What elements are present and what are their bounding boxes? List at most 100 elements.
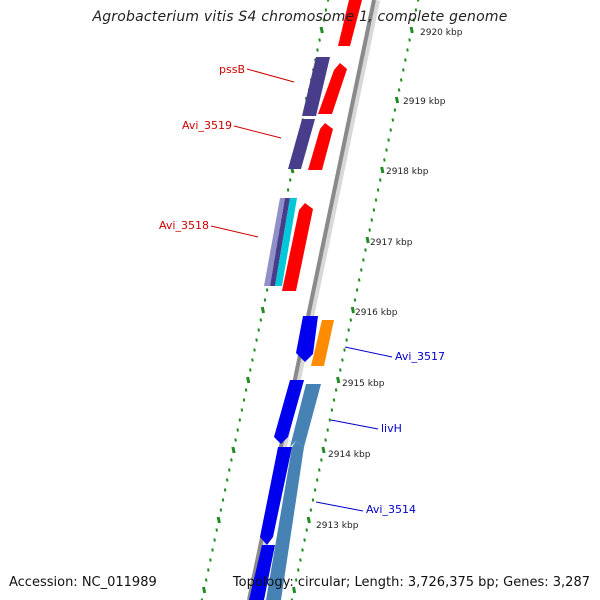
rail-tick-right <box>397 88 401 92</box>
rail-tick-right <box>385 148 388 152</box>
gene-red-top <box>338 0 362 46</box>
gene-blue-1 <box>274 380 304 444</box>
scale-label: 2917 kbp <box>370 238 413 248</box>
rail-tick-right <box>383 158 386 162</box>
rail-tick-left <box>213 538 216 542</box>
leader-avi3514 <box>315 501 364 512</box>
rail-tick-right <box>303 538 306 542</box>
rail-tick-right <box>416 0 420 2</box>
rail-tick-left <box>322 18 326 22</box>
rail-tick-right <box>376 188 380 192</box>
rail-tick-right <box>345 338 348 342</box>
gene-features <box>249 0 362 600</box>
gene-avi3518-lavender <box>264 198 285 286</box>
rail-tick-right <box>412 18 416 22</box>
rail-tick-right <box>301 548 304 552</box>
rail-tick-right <box>360 268 363 272</box>
rail-tick-right <box>355 288 359 292</box>
gene-label-livH: livH <box>381 422 402 435</box>
accession-text: Accession: NC_011989 <box>9 575 157 590</box>
rail-tick-left <box>286 188 290 192</box>
rail-tick-left <box>249 368 252 372</box>
rail-tick-right <box>404 58 407 62</box>
rail-tick-left <box>230 458 233 462</box>
rail-tick-left <box>251 358 254 362</box>
gene-avi3518-cyan <box>275 198 297 286</box>
rail-tick-right <box>336 376 341 384</box>
rail-tick-right <box>311 498 315 502</box>
rail-tick-right <box>399 78 403 82</box>
gene-avi3514 <box>266 441 304 600</box>
rail-tick-left <box>215 528 218 532</box>
rail-tick-left <box>316 48 319 52</box>
rail-tick-right <box>326 428 329 432</box>
gene-label-group: pssB Avi_3519 Avi_3518 Avi_3517 livH Avi… <box>159 63 445 516</box>
genome-summary-text: Topology: circular; Length: 3,726,375 bp… <box>232 575 590 590</box>
rail-tick-right <box>339 368 342 372</box>
rail-tick-right <box>347 328 350 332</box>
rail-tick-left <box>244 388 248 392</box>
rail-tick-right <box>321 446 326 454</box>
rail-tick-right <box>378 178 382 182</box>
rail-tick-right <box>309 508 313 512</box>
rail-tick-left <box>223 488 227 492</box>
rail-tick-left <box>209 558 212 562</box>
gene-blue-3 <box>249 545 275 600</box>
label-leaders <box>210 68 393 512</box>
rail-tick-left <box>216 516 221 524</box>
rail-tick-left <box>318 38 321 42</box>
gene-avi3517-blue <box>296 316 318 362</box>
rail-tick-right <box>334 388 338 392</box>
map-title: Agrobacterium vitis S4 chromosome 1, com… <box>92 9 508 25</box>
scale-label-group: 2920 kbp 2919 kbp 2918 kbp 2917 kbp 2916… <box>316 28 463 531</box>
rail-tick-right <box>297 568 300 572</box>
rail-tick-left <box>236 428 239 432</box>
rail-tick-left <box>207 568 210 572</box>
rail-tick-right <box>365 236 370 244</box>
rail-tick-left <box>265 288 269 292</box>
gene-avi3517 <box>311 320 334 366</box>
gene-pssB <box>302 57 330 116</box>
gene-livH <box>290 384 321 447</box>
rail-tick-right <box>391 118 395 122</box>
scale-label: 2913 kbp <box>316 521 359 531</box>
leader-avi3519 <box>233 125 282 139</box>
rail-tick-left <box>319 26 324 34</box>
rail-tick-right <box>318 468 321 472</box>
rail-tick-right <box>374 198 378 202</box>
gene-avi3519 <box>288 119 315 169</box>
gene-pssB-red <box>318 63 347 114</box>
rail-tick-right <box>315 478 319 482</box>
rail-tick-right <box>380 166 385 174</box>
rail-tick-right <box>341 358 344 362</box>
rail-tick-left <box>259 318 263 322</box>
rail-tick-right <box>406 48 409 52</box>
gene-avi3518 <box>270 198 290 286</box>
rail-tick-left <box>234 438 237 442</box>
gene-blue-2 <box>260 447 292 545</box>
rail-tick-right <box>394 96 400 104</box>
rail-tick-left <box>231 446 236 454</box>
rail-tick-right <box>402 68 405 72</box>
rail-tick-right <box>349 318 353 322</box>
scale-label: 2919 kbp <box>403 97 446 107</box>
scale-label: 2914 kbp <box>328 450 371 460</box>
rail-tick-right <box>292 586 297 594</box>
rail-tick-right <box>343 348 346 352</box>
leader-pssB <box>246 68 295 83</box>
rail-tick-right <box>306 516 311 524</box>
scale-label: 2920 kbp <box>420 28 463 38</box>
rail-tick-right <box>364 248 367 252</box>
gene-label-avi3519: Avi_3519 <box>182 119 232 132</box>
rail-tick-right <box>313 488 317 492</box>
gene-label-pssB: pssB <box>219 63 245 76</box>
rail-tick-right <box>372 208 376 212</box>
scale-label: 2916 kbp <box>355 308 398 318</box>
rail-tick-right <box>353 298 357 302</box>
rail-tick-right <box>305 528 308 532</box>
rail-tick-right <box>393 108 397 112</box>
rail-tick-left <box>242 398 246 402</box>
rail-tick-left <box>246 376 251 384</box>
scale-label: 2915 kbp <box>342 379 385 389</box>
rail-tick-left <box>253 348 256 352</box>
